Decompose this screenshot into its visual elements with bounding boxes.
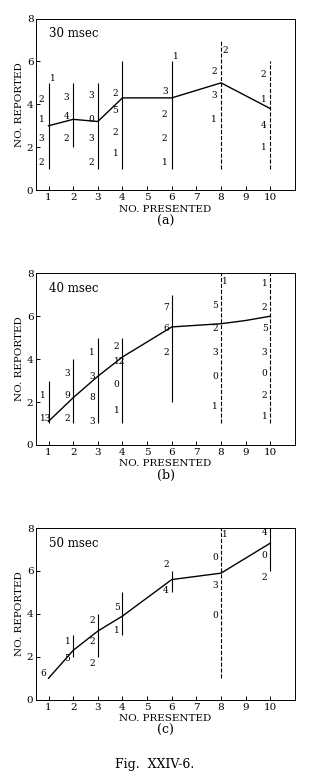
Text: 12: 12: [114, 357, 125, 366]
Y-axis label: NO. REPORTED: NO. REPORTED: [15, 571, 24, 656]
Text: 2: 2: [163, 348, 169, 357]
Text: 1: 1: [260, 95, 266, 104]
Text: 2: 2: [262, 391, 267, 400]
Text: (b): (b): [157, 469, 175, 482]
Text: 0: 0: [114, 380, 120, 389]
Text: 1: 1: [89, 348, 95, 357]
Text: 0: 0: [212, 611, 218, 621]
Text: 8: 8: [89, 393, 95, 402]
Text: 5: 5: [64, 654, 70, 663]
Text: 6: 6: [163, 324, 169, 334]
Text: 3: 3: [262, 348, 267, 357]
Text: 1: 1: [173, 52, 179, 62]
Text: 5: 5: [114, 603, 120, 611]
Text: 13: 13: [40, 415, 51, 424]
Text: 1: 1: [39, 114, 44, 124]
Text: 4: 4: [63, 113, 69, 121]
X-axis label: NO. PRESENTED: NO. PRESENTED: [119, 459, 212, 469]
Text: 1: 1: [50, 74, 55, 83]
Text: 1: 1: [162, 157, 168, 167]
Text: 1: 1: [113, 149, 118, 158]
Text: 2: 2: [260, 69, 266, 79]
Text: 4: 4: [260, 121, 266, 130]
Text: 30 msec: 30 msec: [48, 27, 98, 40]
X-axis label: NO. PRESENTED: NO. PRESENTED: [119, 714, 212, 723]
Text: 3: 3: [162, 86, 167, 96]
Text: 2: 2: [64, 415, 70, 424]
Text: 3: 3: [88, 134, 94, 143]
Text: 2: 2: [113, 89, 118, 98]
Text: 2: 2: [89, 637, 95, 646]
Text: 3: 3: [89, 417, 95, 425]
Text: 1: 1: [262, 279, 268, 288]
Text: 3: 3: [63, 93, 69, 102]
Text: 4: 4: [262, 527, 268, 537]
Text: 0: 0: [212, 554, 218, 563]
Text: 2: 2: [114, 341, 119, 350]
Text: 2: 2: [262, 303, 267, 312]
Text: 9: 9: [64, 391, 70, 400]
Text: 5: 5: [212, 301, 218, 310]
Text: 2: 2: [89, 659, 95, 668]
Text: 2: 2: [63, 134, 69, 143]
Text: 1: 1: [222, 277, 228, 286]
Text: 6: 6: [40, 669, 46, 679]
Text: 3: 3: [212, 581, 218, 591]
Text: (a): (a): [157, 215, 174, 228]
Text: 2: 2: [222, 46, 228, 55]
Text: 40 msec: 40 msec: [48, 282, 98, 295]
Text: (c): (c): [157, 724, 174, 737]
Text: 1: 1: [262, 412, 268, 422]
Text: Fig.  XXIV-6.: Fig. XXIV-6.: [115, 758, 195, 771]
Text: 0: 0: [88, 114, 94, 124]
Text: 0: 0: [262, 551, 268, 560]
Text: 1: 1: [114, 626, 120, 635]
Text: 0: 0: [212, 371, 218, 381]
Text: 2: 2: [89, 615, 95, 625]
Text: 1: 1: [260, 143, 266, 151]
Text: 1: 1: [114, 406, 120, 415]
Text: 2: 2: [162, 134, 167, 143]
Text: 5: 5: [113, 106, 118, 115]
Text: 1: 1: [64, 637, 70, 646]
Text: 5: 5: [262, 324, 268, 334]
Text: 1: 1: [40, 391, 46, 400]
Text: 2: 2: [113, 127, 118, 137]
Y-axis label: NO. REPORTED: NO. REPORTED: [15, 62, 24, 147]
Text: 3: 3: [211, 91, 217, 100]
Text: 2: 2: [212, 324, 218, 334]
Text: 2: 2: [262, 573, 267, 582]
Text: 0: 0: [262, 370, 268, 378]
Text: 2: 2: [39, 157, 44, 167]
Text: 2: 2: [211, 67, 217, 76]
Text: 7: 7: [163, 303, 169, 312]
Text: 3: 3: [212, 348, 218, 357]
Text: 3: 3: [39, 134, 44, 143]
Text: 4: 4: [163, 586, 169, 594]
Text: 1: 1: [212, 401, 218, 411]
Text: 3: 3: [88, 91, 94, 100]
Text: 3: 3: [89, 371, 95, 381]
Text: 2: 2: [39, 95, 44, 104]
Text: 2: 2: [88, 157, 94, 167]
Y-axis label: NO. REPORTED: NO. REPORTED: [15, 317, 24, 401]
Text: 2: 2: [162, 110, 167, 120]
Text: 1: 1: [211, 114, 217, 124]
X-axis label: NO. PRESENTED: NO. PRESENTED: [119, 205, 212, 214]
Text: 3: 3: [64, 370, 70, 378]
Text: 1: 1: [222, 530, 228, 539]
Text: 2: 2: [163, 560, 169, 569]
Text: 50 msec: 50 msec: [48, 537, 98, 550]
